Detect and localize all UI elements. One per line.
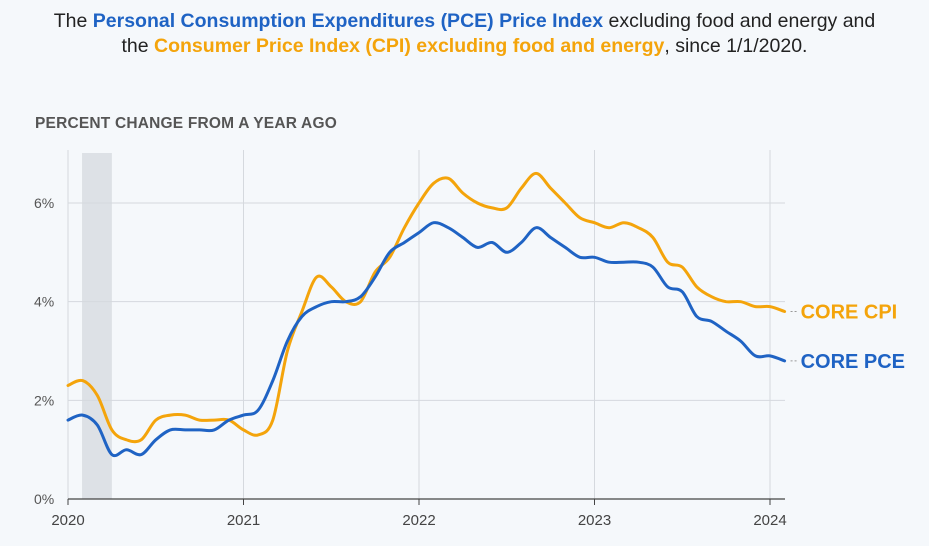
title-cpi-name: Consumer Price Index (CPI) excluding foo…: [154, 35, 665, 57]
y-tick-label: 6%: [34, 195, 54, 211]
series-lines: [66, 171, 787, 458]
series-line-core-pce: [66, 221, 787, 458]
chart-title: The Personal Consumption Expenditures (P…: [40, 9, 889, 59]
x-tick-label: 2024: [753, 512, 786, 529]
gridlines: [67, 150, 785, 499]
x-tick-label: 2022: [402, 512, 435, 529]
x-tick-label: 2021: [227, 512, 260, 529]
y-tick-label: 4%: [34, 294, 54, 310]
title-text-3: , since 1/1/2020.: [664, 35, 808, 57]
recession-shading-layer: [82, 153, 112, 499]
axes: 0% 2% 4% 6% 2020 2021 2022 2023 2024: [34, 195, 787, 529]
title-text-2: excluding food and energy and the: [121, 10, 876, 57]
series-label-core-cpi: CORE CPI: [801, 302, 898, 324]
title-text-1: The: [53, 10, 93, 32]
x-tick-label: 2023: [578, 512, 611, 529]
title-pce-name: Personal Consumption Expenditures (PCE) …: [92, 10, 604, 32]
x-tick-label: 2020: [51, 512, 84, 529]
y-tick-label: 0%: [34, 491, 54, 507]
series-labels: CORE CPI CORE PCE: [790, 302, 905, 373]
series-label-core-pce: CORE PCE: [801, 351, 905, 373]
y-tick-label: 2%: [34, 392, 54, 408]
recession-shading: [82, 153, 112, 499]
series-line-core-cpi: [66, 171, 787, 444]
chart-subtitle: PERCENT CHANGE FROM A YEAR AGO: [35, 115, 337, 132]
